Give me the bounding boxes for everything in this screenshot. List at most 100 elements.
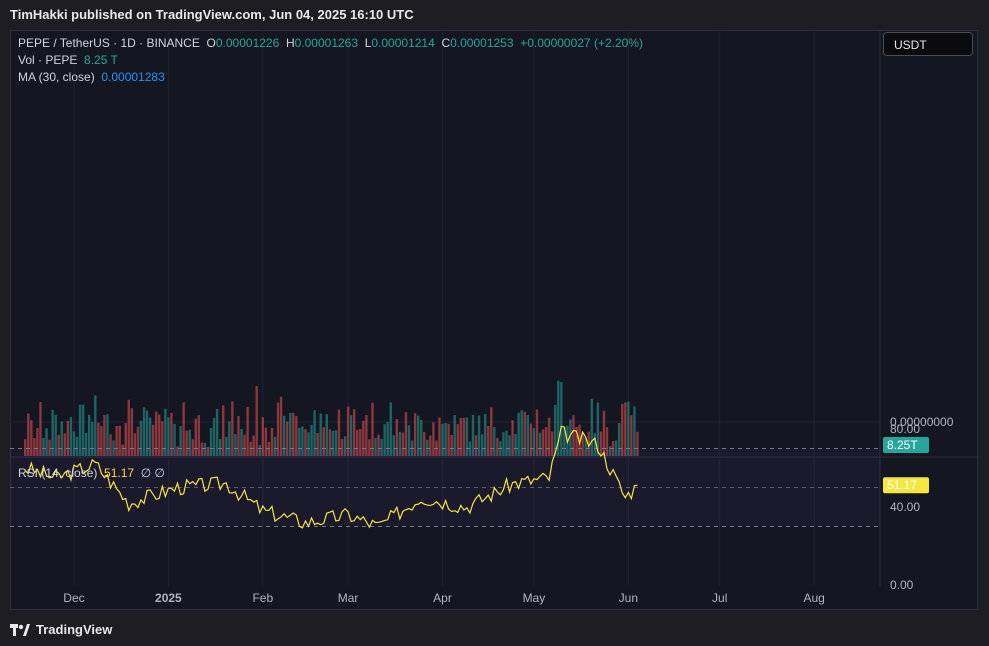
volume-bar [474, 435, 478, 456]
rsi-legend[interactable]: RSI (14, close) 51.17 ∅ ∅ [18, 466, 165, 480]
volume-bar [133, 433, 137, 456]
volume-bar [45, 428, 48, 456]
volume-bar [75, 436, 79, 456]
volume-bar [401, 432, 405, 456]
volume-bar [130, 408, 134, 456]
volume-bar [413, 413, 417, 456]
volume-bar [252, 435, 255, 456]
volume-bar [535, 409, 539, 456]
volume-bar [563, 427, 566, 456]
volume-bar [215, 408, 219, 456]
chart-area[interactable] [10, 30, 978, 610]
volume-badge: 8.25T [887, 438, 918, 452]
time-tick-label: Jul [712, 591, 727, 605]
volume-bar [584, 437, 587, 456]
volume-bar [633, 406, 636, 456]
volume-bar [170, 412, 173, 456]
volume-bar [237, 416, 240, 456]
symbol-name[interactable]: PEPE / TetherUS · 1D · BINANCE [18, 36, 200, 50]
volume-bar [356, 430, 359, 456]
brand-footer[interactable]: TradingView [10, 622, 112, 637]
volume-bar [124, 423, 127, 456]
volume-bar [627, 401, 630, 456]
volume-bar [404, 412, 408, 456]
volume-bar [63, 433, 67, 456]
volume-bar [179, 426, 182, 456]
volume-bar [374, 438, 377, 456]
volume-bar [392, 435, 395, 456]
rsi-pane [10, 425, 880, 529]
volume-bar [547, 417, 551, 456]
volume-bar [572, 415, 575, 456]
volume-bar [127, 399, 130, 456]
volume-bar [273, 436, 277, 456]
volume-bar [444, 422, 447, 456]
volume-bar [450, 434, 453, 456]
volume-bar [541, 429, 545, 456]
volume-bar [148, 417, 152, 456]
volume-bar [447, 423, 450, 456]
time-axis-ticks: Dec 2025 Feb Mar Apr May Jun Jul Aug [63, 591, 825, 605]
volume-bar [331, 430, 335, 456]
volume-bar [508, 435, 511, 456]
volume-bar [496, 437, 499, 456]
volume-bar [346, 406, 350, 456]
volume-bar [24, 439, 27, 456]
time-tick-label: Aug [803, 591, 824, 605]
volume-bar [517, 412, 520, 456]
volume-bar [465, 417, 469, 456]
volume-bar [66, 420, 70, 456]
volume-bar [255, 386, 258, 456]
volume-bar [505, 430, 508, 456]
volume-bar [289, 412, 292, 456]
volume-bar [173, 423, 176, 456]
currency-button[interactable]: USDT [883, 32, 973, 56]
volume-bar [432, 422, 435, 456]
volume-bar [554, 404, 557, 456]
volume-bar [276, 402, 280, 456]
volume-bar [502, 432, 505, 456]
grid [10, 30, 880, 586]
volume-bar [231, 401, 234, 456]
volume-bar [624, 402, 627, 456]
volume-bar [462, 417, 466, 456]
volume-bar [526, 415, 530, 456]
volume-legend[interactable]: Vol · PEPE 8.25 T [18, 53, 118, 67]
volume-bar [319, 413, 322, 456]
volume-bar [48, 439, 51, 456]
volume-bar [36, 428, 39, 456]
volume-bar [203, 442, 207, 456]
volume-bar [337, 409, 341, 456]
volume-bar [614, 440, 618, 456]
rsi-tick-label: 40.00 [890, 500, 920, 514]
volume-bar [477, 415, 481, 456]
volume-bar [301, 426, 304, 456]
volume-bar [106, 414, 109, 456]
tradingview-logo-icon [10, 623, 30, 636]
volume-bar [100, 426, 103, 456]
rsi-label: RSI (14, close) [18, 466, 98, 480]
volume-bar [520, 410, 523, 456]
ma-legend[interactable]: MA (30, close) 0.00001283 [18, 70, 165, 84]
symbol-legend[interactable]: PEPE / TetherUS · 1D · BINANCE O0.000012… [18, 36, 643, 50]
volume-bar [164, 408, 167, 456]
volume-bar [368, 439, 371, 456]
volume-bar [453, 415, 456, 456]
volume-bar [161, 421, 164, 456]
volume-bar [270, 427, 274, 456]
low-value: 0.00001214 [371, 36, 435, 50]
volume-bar [307, 432, 310, 456]
volume-bar [371, 402, 374, 456]
time-tick-label: Dec [63, 591, 84, 605]
volume-bar [426, 439, 429, 456]
volume-bar [480, 434, 484, 456]
volume-bar [292, 412, 295, 456]
volume-bar [197, 415, 201, 456]
volume-bar [514, 434, 517, 456]
rsi-visibility-icons[interactable]: ∅ ∅ [140, 466, 165, 480]
volume-bar [398, 431, 402, 456]
volume-bar [316, 432, 319, 456]
volume-bar [352, 409, 356, 456]
volume-bar [69, 417, 73, 456]
